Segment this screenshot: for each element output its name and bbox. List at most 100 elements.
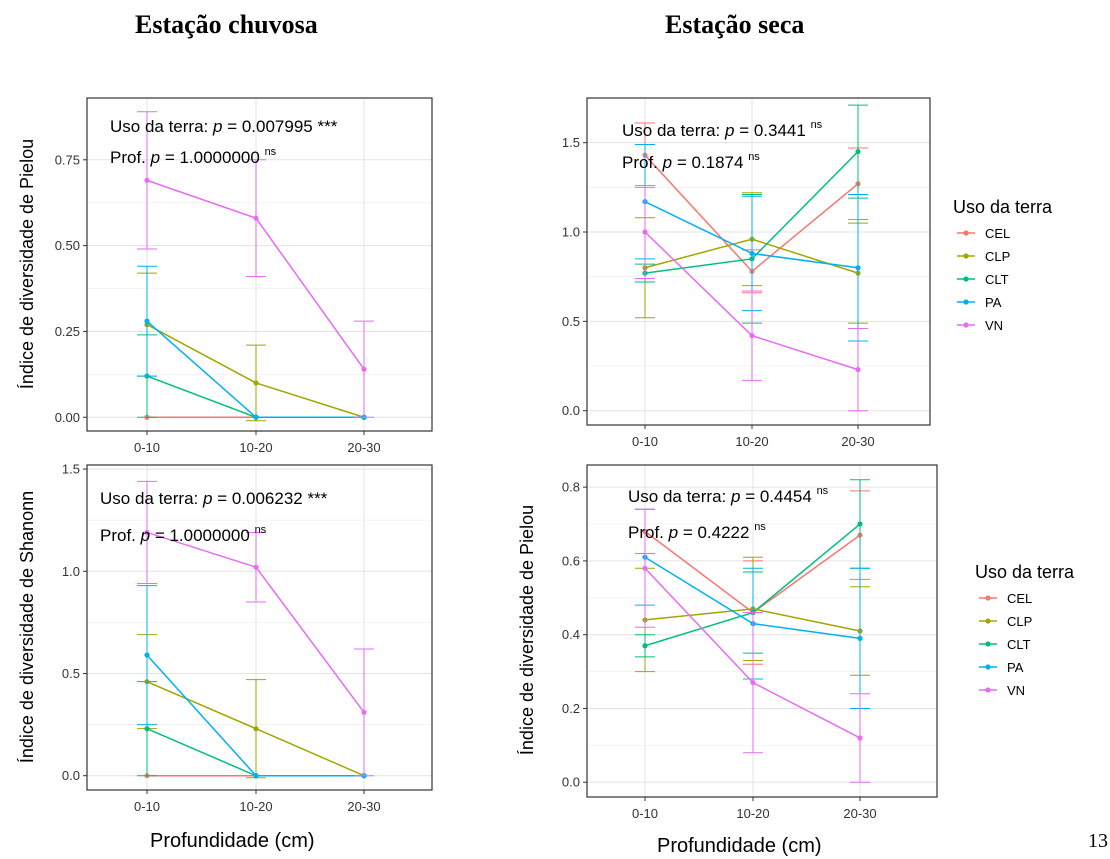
legend-item-cel: CEL — [957, 226, 1010, 241]
series-pa — [137, 265, 367, 420]
y-tick-label: 0.4 — [562, 627, 580, 642]
annotation-depth: Prof. p = 0.1874 ns — [622, 151, 760, 172]
data-point — [144, 726, 150, 732]
data-point — [144, 177, 150, 183]
annotation-depth: Prof. p = 0.4222 ns — [628, 521, 766, 542]
data-point — [750, 680, 756, 686]
legend-item-vn: VN — [957, 318, 1003, 333]
x-axis-title-right: Profundidade (cm) — [657, 835, 822, 857]
legend-label: PA — [985, 295, 1002, 310]
x-axis-title-left: Profundidade (cm) — [150, 830, 315, 852]
legend-label: PA — [1007, 660, 1024, 675]
data-point — [642, 229, 648, 235]
legend-item-vn: VN — [979, 683, 1025, 698]
stats-annotation: Uso da terra: p = 0.006232 *** Prof. p = … — [100, 489, 328, 545]
y-axis-label: Índice de diversidade de Pielou — [17, 139, 37, 389]
stats-annotation: Uso da terra: p = 0.007995 *** Prof. p = … — [110, 117, 338, 167]
legend-item-pa: PA — [957, 295, 1002, 310]
plot-background — [587, 465, 937, 797]
data-point — [749, 250, 755, 257]
chart-panel-3: 0.0 0.5 1.0 1.5 0-10 10-20 20-30 Índice de dive… — [17, 462, 433, 814]
stats-annotation: Uso da terra: p = 0.4454 ns Prof. p = 0.4… — [628, 485, 829, 542]
data-point — [857, 635, 863, 641]
x-tick-label: 20-30 — [841, 434, 874, 449]
x-tick-label: 10-20 — [239, 440, 272, 455]
plot-background — [87, 465, 432, 790]
page-number: 13 — [1088, 830, 1108, 852]
y-tick-label: 0.5 — [62, 666, 80, 681]
legend-label: CEL — [1007, 591, 1032, 606]
data-point — [857, 521, 863, 527]
plot-border — [86, 97, 433, 432]
y-tick-label: 0.5 — [562, 314, 580, 329]
data-point — [361, 709, 367, 715]
y-axis-label: Índice de diversidade de Pielou — [517, 505, 537, 755]
legend-swatch-point — [963, 276, 969, 282]
x-tick-label: 0-10 — [632, 434, 658, 449]
legend-label: CLP — [985, 249, 1010, 264]
legend-swatch-point — [985, 595, 991, 601]
plot-border — [86, 464, 433, 791]
legend-swatch-point — [963, 299, 969, 305]
legend-swatch-point — [985, 618, 991, 624]
y-tick-label: 1.5 — [62, 462, 80, 477]
legend-item-clt: CLT — [957, 272, 1009, 287]
plot-border — [586, 464, 938, 798]
y-tick-label: 0.50 — [55, 238, 80, 253]
data-point — [855, 367, 861, 373]
legend-label: CLT — [985, 272, 1009, 287]
legend-2: Uso da terra CEL CLP CLT PA VN — [975, 562, 1075, 698]
chart-panel-4: 0.0 0.2 0.4 0.6 0.8 0-10 10-20 20-30 Índice de d… — [517, 464, 938, 821]
x-tick-label: 0-10 — [134, 799, 160, 814]
x-tick-label: 20-30 — [347, 440, 380, 455]
series-vn — [635, 185, 868, 412]
plot-background — [587, 98, 930, 425]
data-point — [855, 265, 861, 271]
x-tick-label: 10-20 — [736, 806, 769, 821]
legend-swatch-point — [963, 230, 969, 236]
legend-swatch-point — [985, 664, 991, 670]
legend-swatch-point — [963, 253, 969, 259]
chart-panel-1: 0.00 0.25 0.50 0.75 0-10 10-20 20-30 Índice de … — [17, 97, 433, 455]
annotation-land-use: Uso da terra: p = 0.007995 *** — [110, 117, 338, 136]
legend-item-clp: CLP — [979, 614, 1032, 629]
data-point — [144, 652, 150, 658]
x-tick-label: 0-10 — [134, 440, 160, 455]
legend-swatch-point — [963, 322, 969, 328]
data-point — [253, 380, 259, 386]
y-tick-label: 0.0 — [62, 768, 80, 783]
x-tick-label: 0-10 — [632, 806, 658, 821]
y-tick-label: 1.0 — [562, 225, 580, 240]
legend-label: VN — [985, 318, 1003, 333]
series-vn — [137, 480, 374, 777]
series-clt — [635, 479, 870, 658]
legend-label: CLP — [1007, 614, 1032, 629]
data-point — [253, 215, 259, 221]
y-tick-label: 0.25 — [55, 324, 80, 339]
title-rainy-season: Estação chuvosa — [135, 10, 318, 39]
annotation-land-use: Uso da terra: p = 0.3441 ns — [622, 119, 823, 140]
legend-label: CLT — [1007, 637, 1031, 652]
chart-panel-2: 0.0 0.5 1.0 1.5 0-10 10-20 20-30 Uso da terra: … — [562, 97, 931, 449]
y-tick-label: 0.6 — [562, 553, 580, 568]
data-point — [642, 565, 648, 571]
legend-item-pa: PA — [979, 660, 1024, 675]
data-point — [144, 529, 150, 536]
y-tick-label: 0.0 — [562, 403, 580, 418]
data-point — [253, 564, 259, 570]
x-tick-label: 20-30 — [347, 799, 380, 814]
series-vn — [635, 508, 870, 783]
legend-item-cel: CEL — [979, 591, 1032, 606]
legend-item-clt: CLT — [979, 637, 1031, 652]
data-point — [855, 149, 861, 155]
legend-1: Uso da terra CEL CLP CLT PA VN — [953, 197, 1053, 333]
annotation-depth: Prof. p = 1.0000000 ns — [100, 524, 267, 545]
data-point — [749, 333, 755, 339]
title-dry-season: Estação seca — [665, 10, 805, 39]
x-tick-label: 10-20 — [239, 799, 272, 814]
legend-title: Uso da terra — [953, 197, 1053, 217]
y-tick-label: 0.75 — [55, 152, 80, 167]
y-axis-label: Índice de diversidade de Shanonn — [17, 491, 37, 763]
legend-swatch-point — [985, 641, 991, 647]
